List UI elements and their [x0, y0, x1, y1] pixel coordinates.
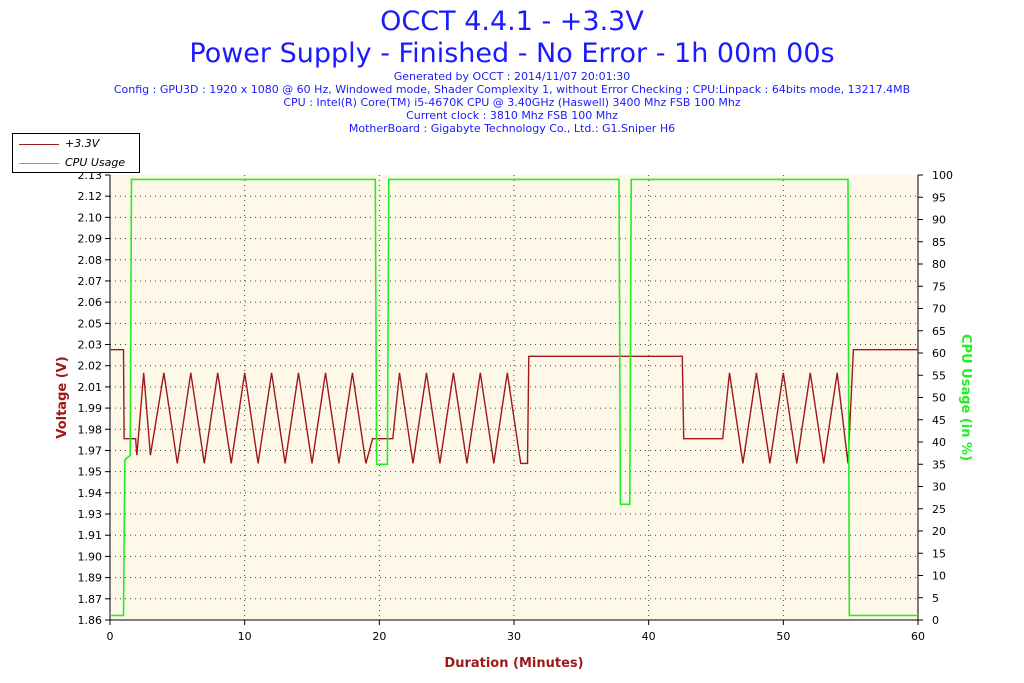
y-tick-label: 2.10	[78, 211, 103, 224]
y-tick-label: 1.89	[78, 572, 103, 585]
y2-tick-label: 95	[932, 191, 946, 204]
y-tick-label: 2.05	[78, 317, 103, 330]
y-tick-label: 1.90	[78, 550, 103, 563]
cpu-info: CPU : Intel(R) Core(TM) i5-4670K CPU @ 3…	[283, 96, 741, 109]
y2-tick-label: 15	[932, 547, 946, 560]
chart-legend: +3.3V CPU Usage	[12, 133, 140, 173]
y2-tick-label: 10	[932, 570, 946, 583]
x-tick-label: 20	[372, 630, 386, 643]
chart-title: OCCT 4.4.1 - +3.3V	[380, 6, 644, 37]
y-tick-label: 1.94	[78, 487, 103, 500]
y-tick-label: 2.02	[78, 360, 103, 373]
legend-item-voltage: +3.3V	[13, 136, 139, 153]
x-tick-label: 0	[107, 630, 114, 643]
series-line-voltage	[110, 349, 918, 465]
y-tick-label: 1.98	[78, 423, 103, 436]
y-axis-label: Voltage (V)	[55, 356, 70, 438]
y-tick-label: 2.01	[78, 381, 103, 394]
generated-info: Generated by OCCT : 2014/11/07 20:01:30	[393, 70, 631, 83]
y2-axis-label: CPU Usage (in %)	[958, 334, 973, 461]
y-tick-label: 2.08	[78, 254, 103, 267]
y2-tick-label: 60	[932, 347, 946, 360]
y2-tick-label: 40	[932, 436, 946, 449]
y2-tick-label: 35	[932, 458, 946, 471]
legend-label-cpu: CPU Usage	[65, 156, 126, 169]
x-axis-label: Duration (Minutes)	[444, 656, 583, 671]
y-tick-label: 1.97	[78, 444, 103, 457]
y2-tick-label: 50	[932, 392, 946, 405]
y2-tick-label: 90	[932, 214, 946, 227]
y2-tick-label: 30	[932, 481, 946, 494]
y-tick-label: 1.99	[78, 402, 103, 415]
clock-info: Current clock : 3810 Mhz FSB 100 Mhz	[406, 109, 618, 122]
chart-subtitle: Power Supply - Finished - No Error - 1h …	[189, 38, 835, 69]
y2-tick-label: 65	[932, 325, 946, 338]
x-tick-label: 40	[642, 630, 656, 643]
y-tick-label: 1.95	[78, 466, 103, 479]
series-line-cpu	[110, 178, 918, 617]
y-tick-label: 2.09	[78, 233, 103, 246]
y-tick-label: 1.87	[78, 593, 103, 606]
y-tick-label: 2.07	[78, 275, 103, 288]
y-tick-label: 1.91	[78, 529, 103, 542]
config-info: Config : GPU3D : 1920 x 1080 @ 60 Hz, Wi…	[113, 83, 911, 96]
y2-tick-label: 5	[932, 592, 939, 605]
y2-tick-label: 55	[932, 369, 946, 382]
y2-tick-label: 85	[932, 236, 946, 249]
legend-swatch-cpu	[19, 163, 59, 164]
y2-tick-label: 80	[932, 258, 946, 271]
x-tick-label: 30	[507, 630, 521, 643]
legend-swatch-voltage	[19, 144, 59, 145]
legend-label-voltage: +3.3V	[65, 137, 100, 150]
x-tick-label: 10	[238, 630, 252, 643]
y-tick-label: 1.86	[78, 614, 103, 627]
y-tick-label: 2.06	[78, 296, 103, 309]
y-tick-label: 1.93	[78, 508, 103, 521]
plot-area	[110, 175, 918, 620]
y-tick-label: 2.03	[78, 339, 103, 352]
y2-tick-label: 25	[932, 503, 946, 516]
y-tick-label: 2.12	[78, 190, 103, 203]
legend-item-cpu: CPU Usage	[13, 155, 139, 172]
x-tick-label: 50	[776, 630, 790, 643]
y2-tick-label: 70	[932, 303, 946, 316]
y2-tick-label: 75	[932, 280, 946, 293]
y2-tick-label: 100	[932, 169, 953, 182]
x-tick-label: 60	[911, 630, 925, 643]
y2-tick-label: 0	[932, 614, 939, 627]
chart-header: OCCT 4.4.1 - +3.3V Power Supply - Finish…	[0, 0, 1024, 135]
y2-tick-label: 45	[932, 414, 946, 427]
y2-tick-label: 20	[932, 525, 946, 538]
motherboard-info: MotherBoard : Gigabyte Technology Co., L…	[348, 122, 676, 135]
